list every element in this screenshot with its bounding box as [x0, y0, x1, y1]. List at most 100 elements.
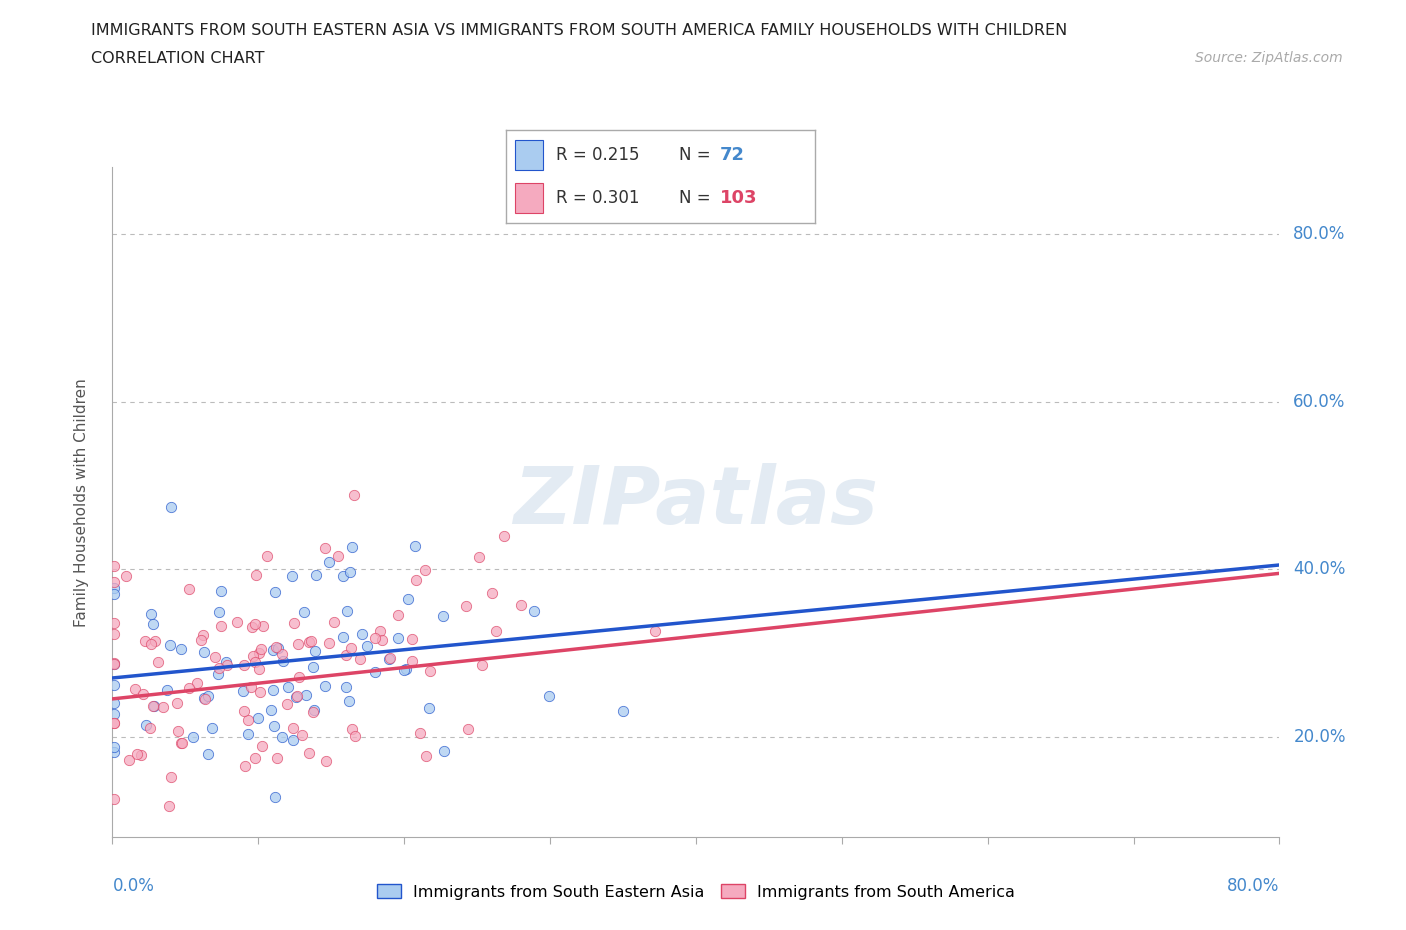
- Point: [245, 567, 267, 582]
- Point: [152, 699, 174, 714]
- Point: [264, 790, 287, 804]
- Point: [103, 744, 125, 759]
- Point: [266, 751, 288, 765]
- Point: [134, 633, 156, 648]
- Point: [263, 719, 285, 734]
- Point: [243, 655, 266, 670]
- Point: [413, 563, 436, 578]
- Point: [287, 637, 309, 652]
- Point: [510, 597, 533, 612]
- Point: [183, 730, 205, 745]
- Point: [271, 647, 294, 662]
- Point: [364, 664, 387, 679]
- Text: CORRELATION CHART: CORRELATION CHART: [91, 51, 264, 66]
- Point: [349, 652, 371, 667]
- Point: [159, 637, 181, 652]
- Point: [142, 699, 165, 714]
- Point: [103, 715, 125, 730]
- Point: [335, 679, 357, 694]
- Point: [246, 711, 269, 725]
- Point: [207, 667, 229, 682]
- Point: [103, 716, 125, 731]
- Point: [280, 568, 302, 583]
- Point: [418, 701, 440, 716]
- Point: [143, 633, 166, 648]
- Point: [245, 617, 267, 631]
- Point: [494, 529, 516, 544]
- Point: [193, 691, 215, 706]
- Point: [193, 644, 215, 659]
- Point: [288, 670, 311, 684]
- Point: [276, 697, 298, 711]
- Point: [356, 639, 378, 654]
- Point: [378, 651, 401, 666]
- Point: [103, 657, 125, 671]
- Point: [103, 587, 125, 602]
- Legend: Immigrants from South Eastern Asia, Immigrants from South America: Immigrants from South Eastern Asia, Immi…: [370, 878, 1022, 906]
- Point: [343, 488, 366, 503]
- Point: [315, 754, 337, 769]
- Point: [456, 598, 478, 613]
- Point: [291, 727, 314, 742]
- Point: [337, 694, 360, 709]
- Text: Source: ZipAtlas.com: Source: ZipAtlas.com: [1195, 51, 1343, 65]
- Point: [267, 641, 290, 656]
- Text: 80.0%: 80.0%: [1294, 225, 1346, 244]
- Point: [103, 706, 125, 721]
- Point: [352, 627, 374, 642]
- Point: [262, 643, 284, 658]
- Point: [236, 726, 259, 741]
- Point: [270, 730, 292, 745]
- Point: [215, 655, 238, 670]
- Point: [177, 681, 200, 696]
- Point: [142, 698, 165, 713]
- Point: [242, 648, 264, 663]
- Point: [170, 642, 193, 657]
- Point: [302, 702, 325, 717]
- Point: [208, 604, 231, 619]
- Point: [387, 631, 409, 645]
- Point: [340, 641, 363, 656]
- Text: N =: N =: [679, 146, 716, 165]
- Point: [281, 721, 304, 736]
- Point: [332, 630, 354, 644]
- Point: [404, 538, 426, 553]
- Point: [264, 640, 287, 655]
- Point: [523, 604, 546, 618]
- Point: [146, 655, 169, 670]
- Point: [236, 713, 259, 728]
- Point: [226, 615, 249, 630]
- Point: [139, 721, 162, 736]
- Point: [302, 704, 325, 719]
- Point: [247, 646, 270, 661]
- Point: [132, 687, 155, 702]
- Text: 72: 72: [720, 146, 745, 165]
- Point: [283, 616, 305, 631]
- Point: [135, 717, 157, 732]
- Point: [415, 749, 437, 764]
- Point: [247, 661, 270, 676]
- Point: [209, 583, 232, 598]
- Text: 40.0%: 40.0%: [1294, 560, 1346, 578]
- Point: [264, 585, 287, 600]
- Point: [401, 631, 423, 646]
- Point: [395, 661, 418, 676]
- Point: [201, 721, 224, 736]
- Point: [103, 740, 125, 755]
- Text: 80.0%: 80.0%: [1227, 877, 1279, 896]
- Point: [409, 725, 432, 740]
- Point: [103, 656, 125, 671]
- Point: [299, 633, 322, 648]
- Point: [129, 748, 152, 763]
- Bar: [516, 183, 543, 213]
- Point: [271, 654, 294, 669]
- Point: [103, 791, 125, 806]
- Point: [177, 582, 200, 597]
- Point: [323, 615, 346, 630]
- Point: [342, 722, 364, 737]
- Point: [612, 703, 634, 718]
- Point: [209, 618, 232, 633]
- Point: [124, 682, 146, 697]
- Point: [193, 628, 215, 643]
- Point: [249, 642, 271, 657]
